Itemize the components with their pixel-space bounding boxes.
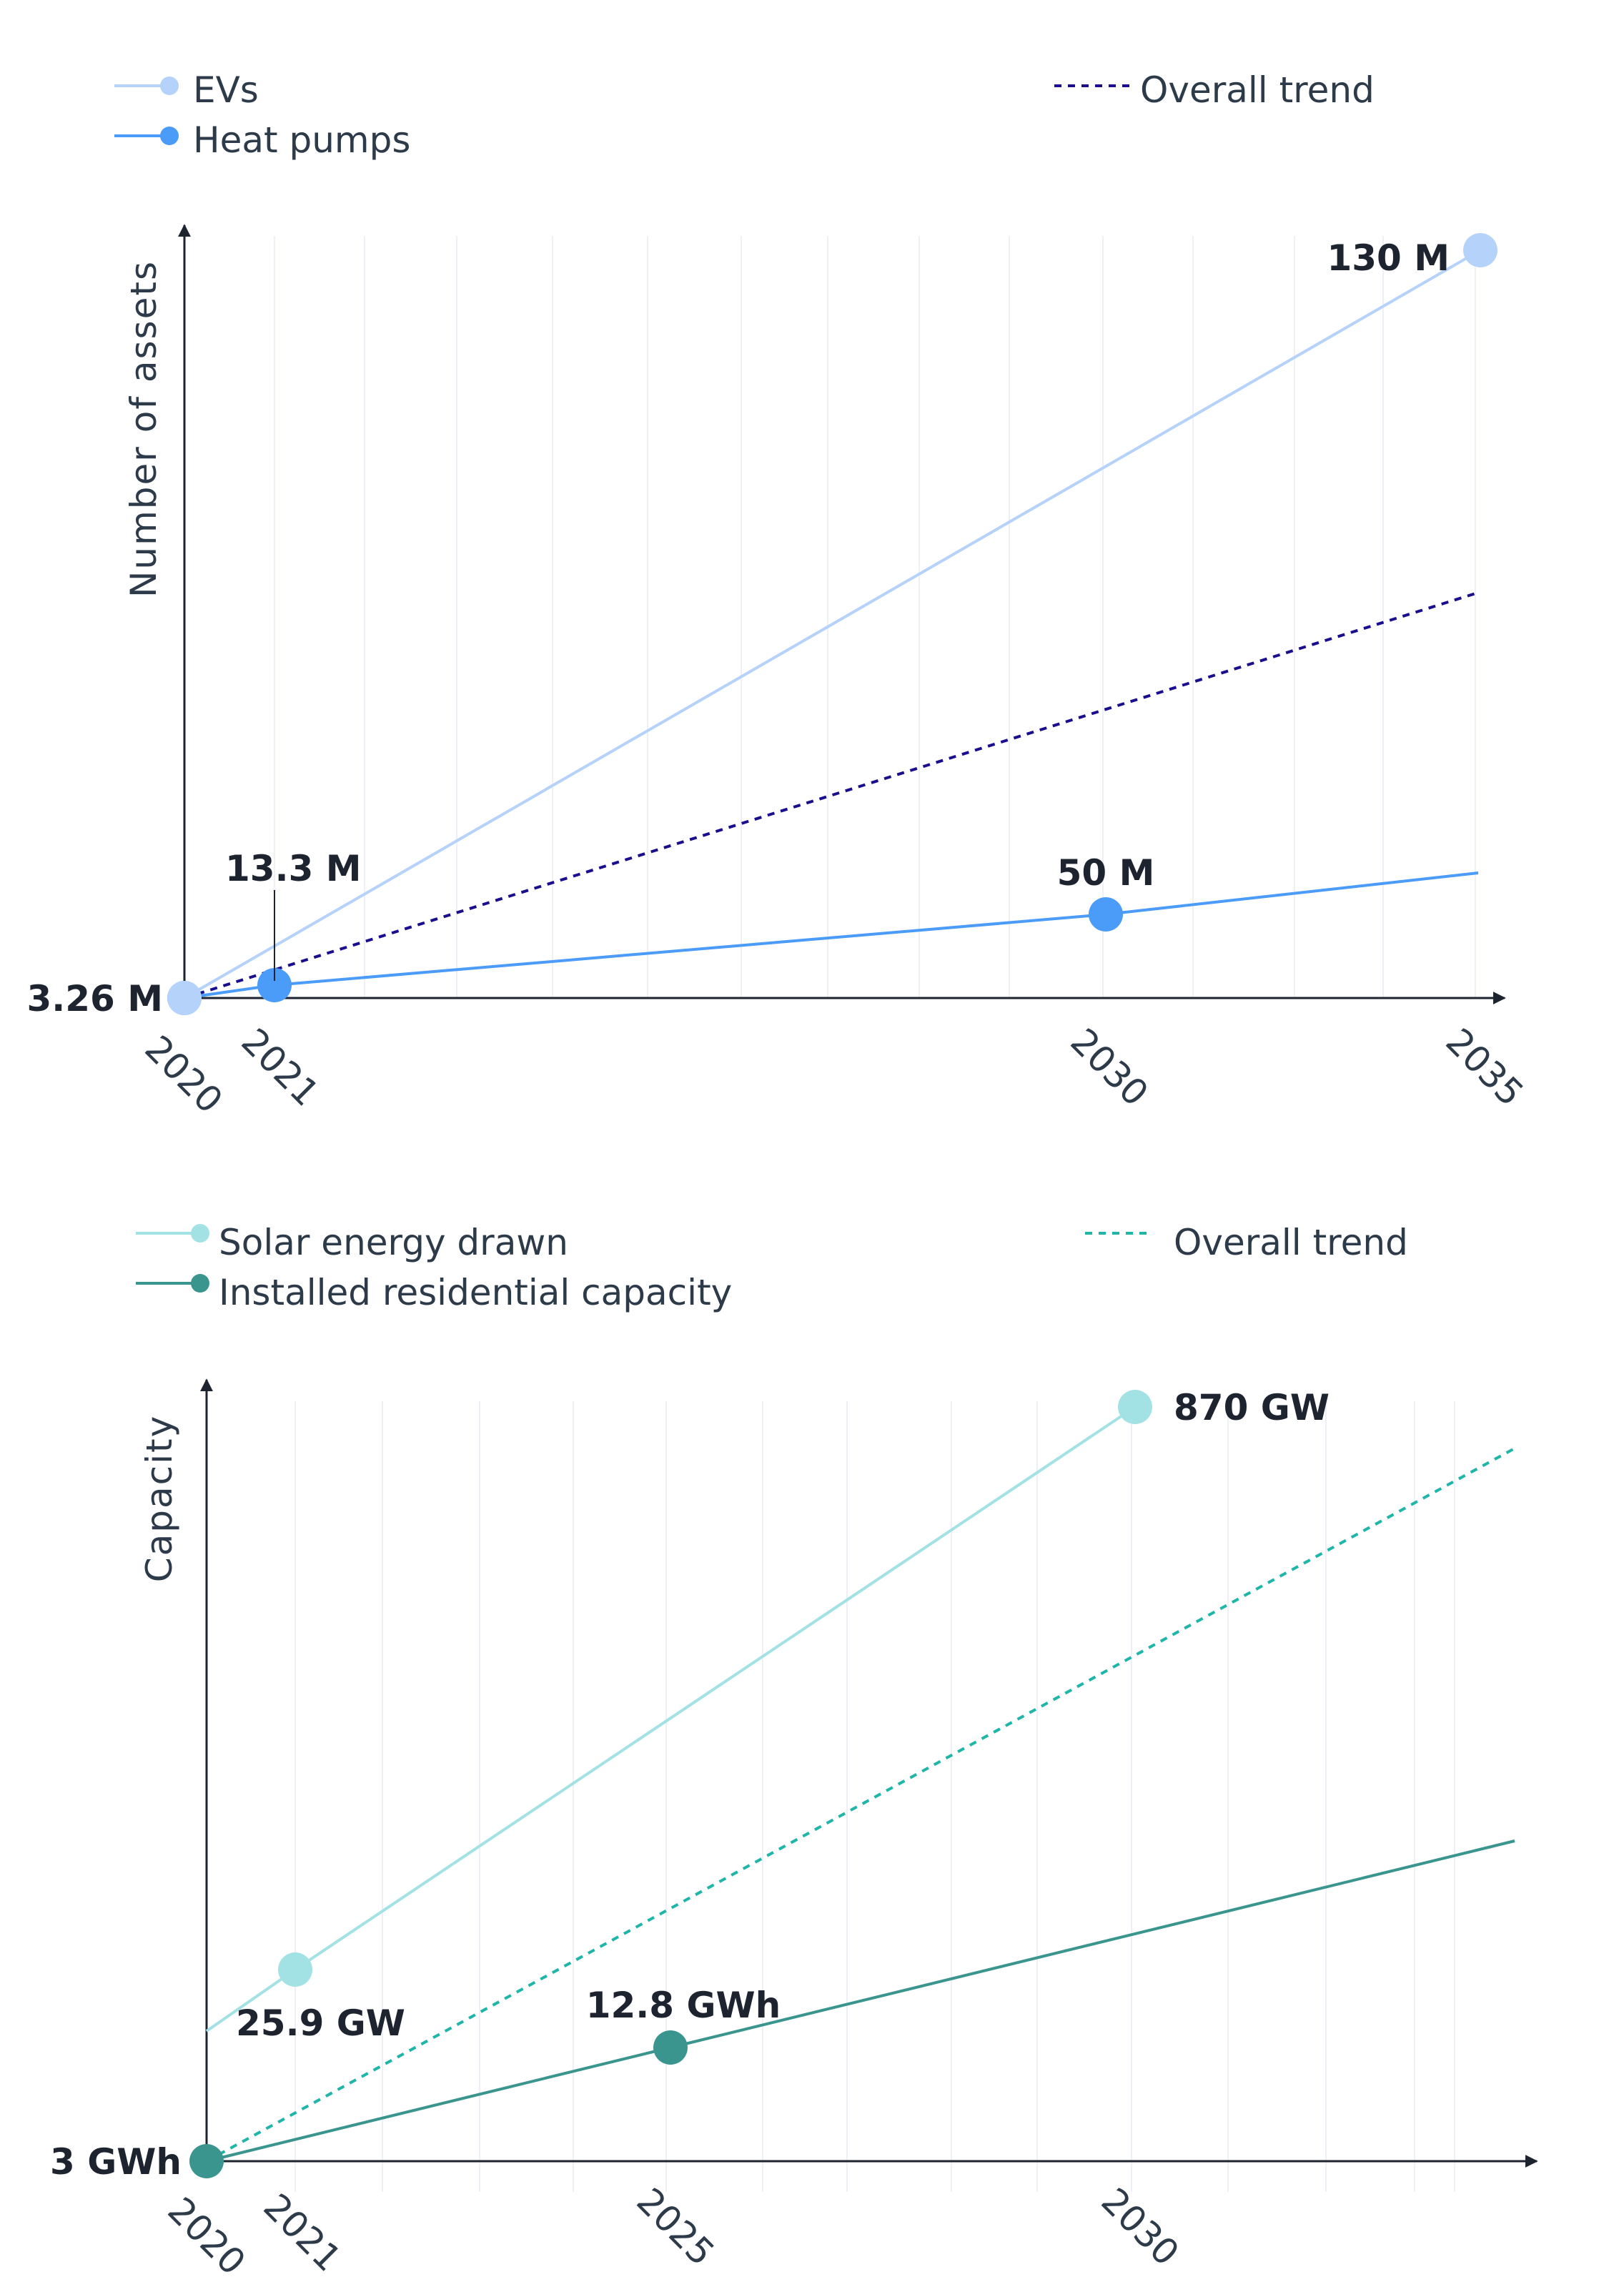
legend-heat-pumps: Heat pumps <box>193 119 410 161</box>
series-line-0 <box>184 249 1481 999</box>
y-axis-label-1: Number of assets <box>123 260 164 598</box>
legend-swatch-dot <box>191 1224 209 1243</box>
label-130m: 130 M <box>1327 237 1450 279</box>
label-25.9gw: 25.9 GW <box>236 2002 405 2044</box>
data-point-2021 <box>278 1952 312 1987</box>
x-tick-2021: 2021 <box>234 1020 327 1114</box>
legend-solar: Solar energy drawn <box>219 1222 568 1263</box>
label-12.8gwh: 12.8 GWh <box>586 1985 781 2026</box>
x-tick-2035: 2035 <box>1438 1020 1532 1114</box>
x-tick-2025: 2025 <box>629 2180 723 2273</box>
x-tick-2030: 2030 <box>1094 2180 1187 2273</box>
data-point-2025 <box>653 2030 688 2065</box>
label-3.26m: 3.26 M <box>26 978 163 1019</box>
legend-overall-trend-1: Overall trend <box>1140 69 1375 111</box>
data-point-2020 <box>189 2144 224 2178</box>
label-870gw: 870 GW <box>1174 1387 1330 1428</box>
x-tick-2021: 2021 <box>256 2185 350 2279</box>
data-point-2030 <box>1089 897 1123 932</box>
gridlines-chart-1 <box>274 236 1476 998</box>
trend-line <box>206 1447 1515 2163</box>
legend-overall-trend-2: Overall trend <box>1174 1222 1408 1263</box>
label-50m: 50 M <box>1057 852 1155 894</box>
series-line-0 <box>205 1406 1137 2032</box>
trend-line <box>184 591 1481 999</box>
legend-swatch-dot <box>191 1274 209 1293</box>
legend-installed: Installed residential capacity <box>219 1272 732 1313</box>
label-13.3m: 13.3 M <box>225 848 362 889</box>
data-point-2035 <box>1463 233 1497 267</box>
gridlines-chart-2 <box>294 1401 1455 2192</box>
series-line-1 <box>184 871 1479 999</box>
y-axis-label-2: Capacity <box>139 1415 180 1583</box>
legend-swatch-dot <box>160 127 179 145</box>
x-tick-2020: 2020 <box>160 2189 254 2282</box>
data-point-2020 <box>167 981 202 1015</box>
legend-swatch-dot <box>160 76 179 95</box>
legend-evs: EVs <box>193 69 259 111</box>
chart-marks <box>114 76 1538 2178</box>
data-point-2021 <box>257 968 292 1002</box>
label-3gwh: 3 GWh <box>50 2141 182 2183</box>
data-point-2030 <box>1118 1390 1152 1424</box>
x-tick-2020: 2020 <box>137 1027 231 1121</box>
series-line-1 <box>206 1839 1515 2163</box>
x-tick-2030: 2030 <box>1063 1020 1157 1114</box>
